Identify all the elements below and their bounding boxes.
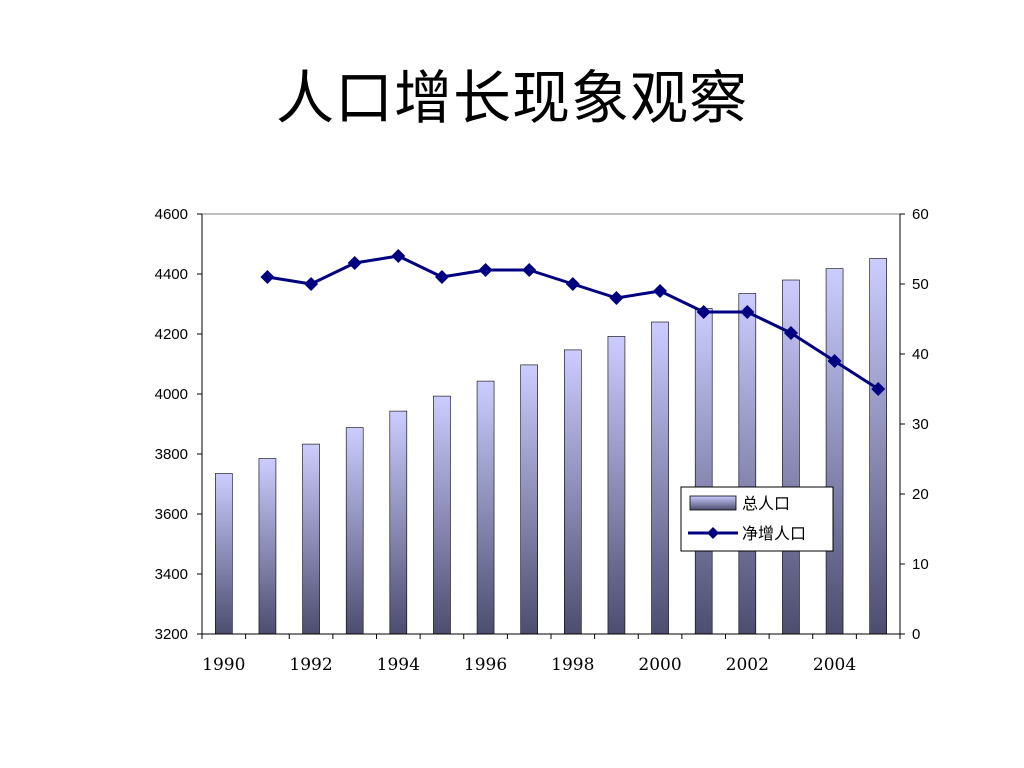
bar [258,458,277,635]
line-point [565,277,580,291]
left-tick-label: 3400 [155,566,188,583]
x-tick-label: 2004 [813,655,856,675]
line-point [740,305,755,319]
x-tick-label: 1994 [377,655,420,675]
bar [476,380,495,635]
line-point [871,382,886,396]
x-tick-label: 2002 [726,655,769,675]
line-series-net-increase [260,249,886,396]
bar [520,364,538,635]
right-tick-label: 20 [912,486,929,503]
legend-marker [707,527,719,539]
line-point [696,305,711,319]
x-tick-label: 1990 [202,655,245,675]
bar [345,427,364,635]
line-point [304,277,319,291]
bar [694,308,713,635]
bar [607,336,626,635]
legend-swatch-bar [689,495,737,511]
slide-title: 人口增长现象观察 [275,64,748,132]
bar [389,410,408,635]
left-tick-label: 3200 [155,626,188,643]
left-tick-label: 4600 [155,206,188,223]
line-point [522,263,537,277]
left-tick-label: 3800 [155,446,188,463]
line-point [783,326,798,340]
left-tick-label: 4000 [155,386,188,403]
left-tick-label: 4400 [155,266,188,283]
x-tick-label: 1996 [464,655,507,675]
right-tick-label: 40 [912,346,929,363]
legend-label-net-increase: 净增人口 [742,524,806,543]
right-tick-label: 0 [912,626,920,643]
bar [651,321,669,635]
bar [738,293,757,635]
bar [433,395,451,635]
line-point [827,354,842,368]
right-tick-label: 50 [912,276,929,293]
bar [825,268,844,635]
left-tick-label: 4200 [155,326,188,343]
line-point [347,256,362,270]
x-tick-label: 1992 [289,655,332,675]
line-point [653,284,668,298]
x-tick-label: 1998 [551,655,594,675]
line-point [260,270,275,284]
axes: 3200 3400 3600 3800 4000 4200 4400 4600 0 10 20 30 4… [155,206,929,675]
right-tick-label: 60 [912,206,929,223]
line-point [391,249,406,263]
left-tick-label: 3600 [155,506,188,523]
line-point [609,291,624,305]
bar [215,473,233,635]
line-point [478,263,493,277]
bar [564,349,582,635]
bar [869,258,887,635]
bar [302,443,320,635]
x-tick-label: 2000 [638,655,681,675]
right-tick-label: 10 [912,556,929,573]
right-tick-label: 30 [912,416,929,433]
line-point [434,270,449,284]
legend-label-total-population: 总人口 [742,494,790,513]
